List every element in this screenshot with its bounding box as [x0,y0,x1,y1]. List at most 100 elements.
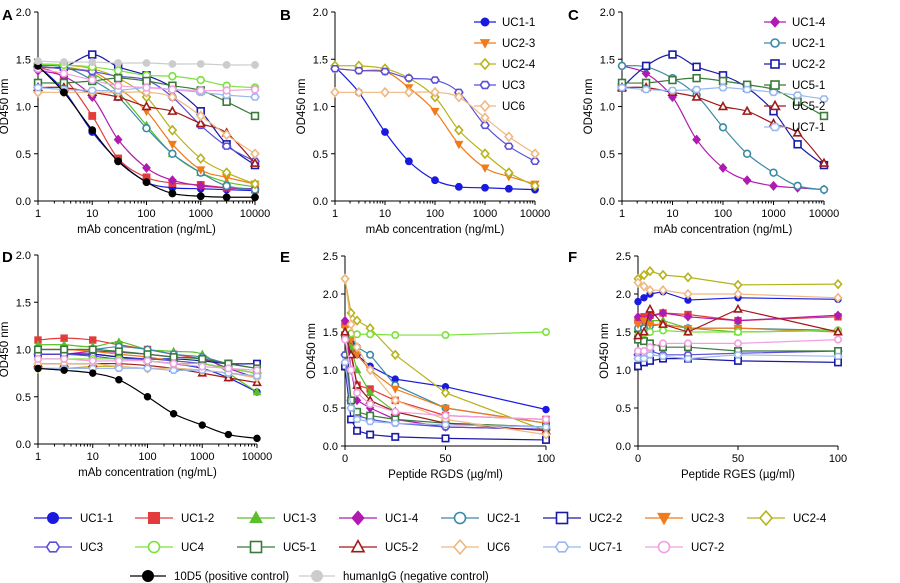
data-point [391,407,400,416]
data-point [142,178,151,187]
data-point [742,149,752,158]
data-point [769,168,778,177]
data-point [366,330,375,339]
legend-label: UC7-1 [589,542,622,554]
data-point [718,76,728,86]
series-uc4 [633,326,842,340]
data-point [347,365,356,374]
legend-marker [479,39,491,49]
legend-b: UC1-1 UC2-3 UC2-4 UC3 UC6 [474,17,536,113]
legend-label: UC1-4 [385,513,419,525]
data-point [142,76,151,86]
series-uc3 [330,64,540,166]
data-point [114,356,123,365]
legend-item: UC5-2 [339,539,418,554]
data-point [645,343,654,352]
data-point [221,167,232,179]
data-point [733,303,743,313]
data-point [819,111,829,121]
data-point [633,321,643,330]
series-uc2-4 [633,265,843,291]
data-point [683,288,693,300]
legend-item: UC3 [474,80,525,92]
legend-marker [249,540,263,554]
legend-c: UC1-4 UC2-1 UC2-2 UC5-1 UC5-2 UC7-1 [764,16,826,134]
data-point [793,140,802,149]
x-tick-label: 10 [87,451,99,463]
data-point [641,61,651,71]
series-line [37,367,258,439]
legend-label: UC3 [502,80,525,92]
data-point [639,317,649,326]
data-point [365,418,375,426]
data-point [352,365,362,374]
data-point [641,68,651,79]
data-point [353,388,362,397]
data-point [167,91,178,103]
data-point [222,193,231,202]
data-point [221,142,232,150]
legend-marker [770,59,780,69]
data-point [143,356,152,365]
data-point [742,175,752,186]
legend-marker [453,511,467,525]
data-point [59,88,68,97]
y-axis-label: OD450 nm [0,79,11,135]
legend-marker [249,510,263,524]
data-point [742,105,753,115]
data-point [352,341,362,353]
legend-marker [769,122,781,132]
data-point [142,59,151,67]
data-point [658,269,668,281]
x-tick-label: 10 [86,208,98,220]
data-point [481,183,489,192]
data-point [742,85,752,94]
data-point [249,157,261,167]
legend-marker [480,17,490,27]
data-point [441,411,450,420]
data-point [113,81,123,90]
data-point [441,434,450,443]
legend-marker [758,509,774,527]
data-point [504,131,514,143]
x-tick-label: 100 [537,453,555,465]
data-point [346,319,356,330]
y-tick-label: 2.0 [16,250,31,262]
legend-marker [657,512,671,526]
y-tick-label: 1.5 [16,54,31,66]
legend-item: UC2-2 [764,59,825,71]
data-point [250,111,260,121]
data-point [196,180,206,191]
legend-marker [770,80,780,90]
data-point [683,312,693,322]
data-point [733,288,743,300]
data-point [645,265,655,277]
data-point [251,193,259,202]
data-point [252,387,262,396]
y-axis-label: OD450 nm [296,79,308,135]
data-point [169,410,178,418]
data-point [60,366,68,374]
data-point [645,284,655,296]
x-axis-label: mAb concentration (ng/mL) [78,467,217,479]
y-tick-label: 1.5 [313,54,328,66]
y-tick-label: 1.0 [600,102,615,114]
data-point [541,423,551,431]
y-tick-label: 0.5 [16,149,31,161]
x-tick-label: 1 [35,208,41,220]
y-tick-label: 1.5 [616,327,631,339]
data-point [353,407,362,416]
data-point [347,396,356,405]
data-point [88,112,97,120]
data-point [114,364,124,372]
y-tick-label: 1.0 [313,102,328,114]
legend-item: UC6 [474,99,525,113]
legend-label: UC1-1 [502,17,535,29]
legend-item: UC5-2 [764,99,825,113]
data-point [142,162,151,173]
x-tick-label: 10000 [242,451,273,463]
data-point [645,321,655,330]
data-point [167,175,177,186]
data-point [250,178,260,190]
x-tick-label: 10000 [240,208,271,220]
